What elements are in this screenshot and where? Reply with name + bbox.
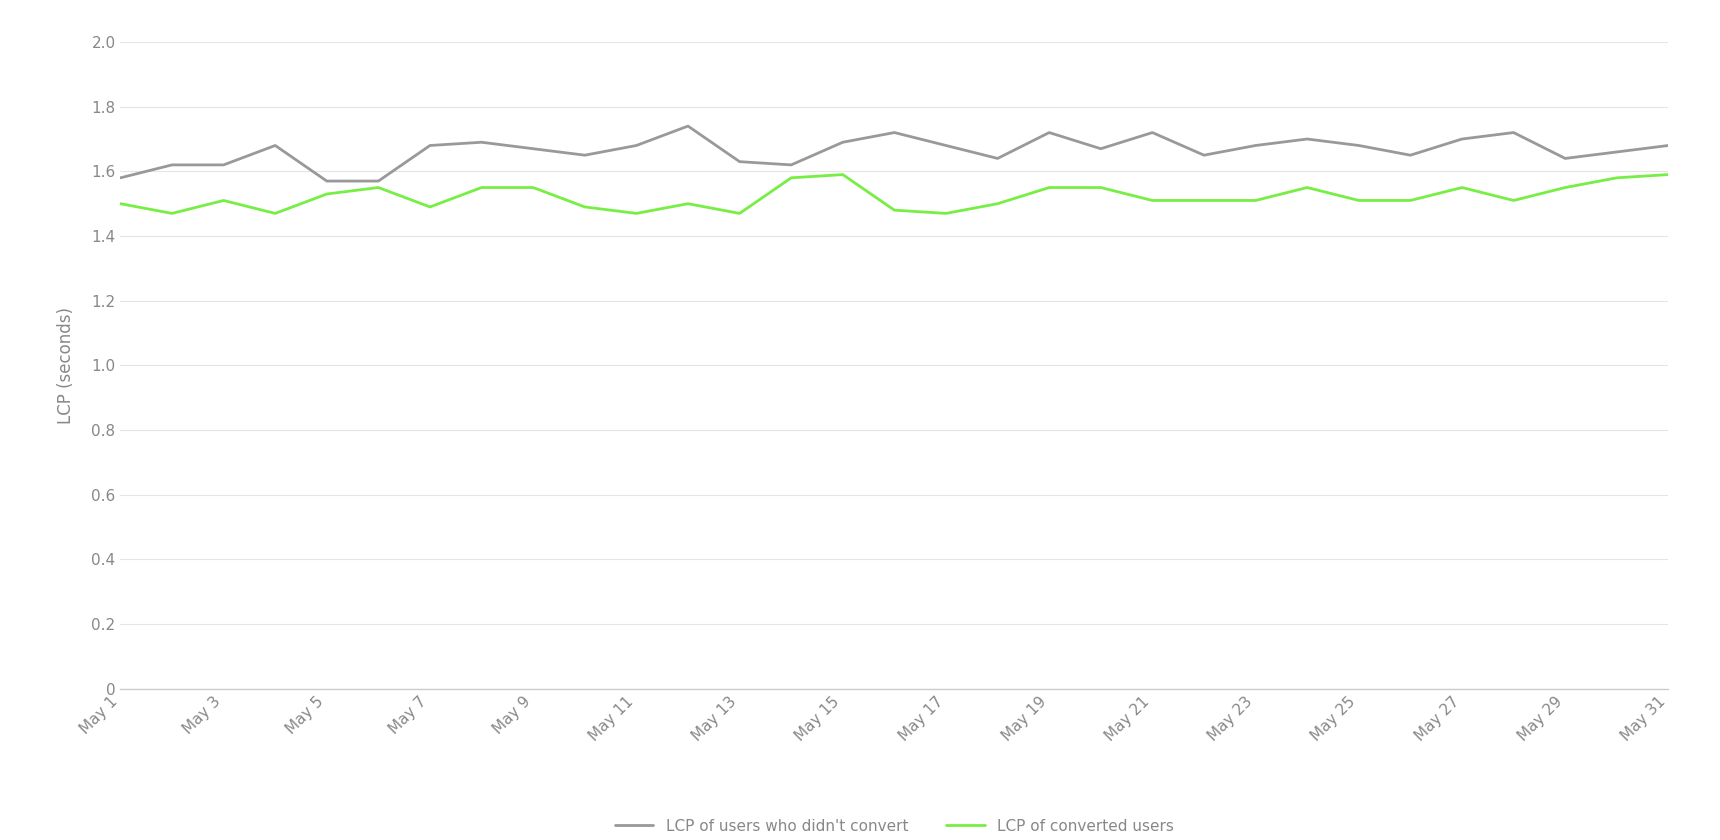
LCP of converted users (729, 208, 750, 218)
LCP of users who didn't convert (574, 150, 595, 160)
LCP of converted users (471, 182, 492, 192)
LCP of users who didn't convert (729, 156, 750, 166)
LCP of users who didn't convert (1555, 154, 1576, 164)
LCP of users who didn't convert (316, 176, 337, 186)
LCP of users who didn't convert (420, 140, 440, 150)
LCP of converted users (936, 208, 956, 218)
LCP of converted users (884, 205, 905, 215)
LCP of users who didn't convert (678, 121, 698, 131)
LCP of converted users (781, 173, 802, 183)
LCP of converted users (368, 182, 389, 192)
Y-axis label: LCP (seconds): LCP (seconds) (57, 307, 74, 424)
LCP of converted users (574, 202, 595, 212)
LCP of converted users (1555, 182, 1576, 192)
LCP of users who didn't convert (832, 137, 853, 147)
LCP of converted users (1658, 170, 1679, 180)
LCP of converted users (987, 198, 1008, 208)
LCP of converted users (420, 202, 440, 212)
LCP of users who didn't convert (1503, 128, 1524, 138)
LCP of converted users (1039, 182, 1060, 192)
LCP of converted users (213, 196, 234, 206)
LCP of converted users (523, 182, 544, 192)
LCP of users who didn't convert (1090, 144, 1111, 154)
LCP of users who didn't convert (162, 160, 182, 170)
LCP of converted users (1452, 182, 1472, 192)
LCP of users who didn't convert (368, 176, 389, 186)
LCP of converted users (1142, 196, 1163, 206)
LCP of users who didn't convert (781, 160, 802, 170)
LCP of users who didn't convert (471, 137, 492, 147)
LCP of converted users (1245, 196, 1266, 206)
LCP of converted users (1503, 196, 1524, 206)
Line: LCP of users who didn't convert: LCP of users who didn't convert (120, 126, 1668, 181)
LCP of converted users (265, 208, 286, 218)
LCP of users who didn't convert (1194, 150, 1214, 160)
LCP of users who didn't convert (1452, 134, 1472, 144)
LCP of users who didn't convert (987, 154, 1008, 164)
LCP of converted users (832, 170, 853, 180)
Line: LCP of converted users: LCP of converted users (120, 175, 1668, 213)
LCP of users who didn't convert (1658, 140, 1679, 150)
LCP of converted users (1194, 196, 1214, 206)
LCP of users who didn't convert (1142, 128, 1163, 138)
LCP of converted users (162, 208, 182, 218)
LCP of users who didn't convert (523, 144, 544, 154)
LCP of users who didn't convert (936, 140, 956, 150)
LCP of users who didn't convert (1039, 128, 1060, 138)
LCP of converted users (626, 208, 647, 218)
LCP of users who didn't convert (110, 173, 131, 183)
LCP of converted users (316, 189, 337, 199)
LCP of users who didn't convert (626, 140, 647, 150)
LCP of users who didn't convert (1400, 150, 1421, 160)
LCP of users who didn't convert (213, 160, 234, 170)
LCP of converted users (1090, 182, 1111, 192)
LCP of converted users (1348, 196, 1369, 206)
LCP of users who didn't convert (1606, 147, 1627, 157)
LCP of users who didn't convert (884, 128, 905, 138)
LCP of users who didn't convert (265, 140, 286, 150)
LCP of users who didn't convert (1245, 140, 1266, 150)
Legend: LCP of users who didn't convert, LCP of converted users: LCP of users who didn't convert, LCP of … (609, 813, 1180, 840)
LCP of converted users (1297, 182, 1318, 192)
LCP of converted users (1400, 196, 1421, 206)
LCP of converted users (110, 198, 131, 208)
LCP of users who didn't convert (1297, 134, 1318, 144)
LCP of users who didn't convert (1348, 140, 1369, 150)
LCP of converted users (678, 198, 698, 208)
LCP of converted users (1606, 173, 1627, 183)
